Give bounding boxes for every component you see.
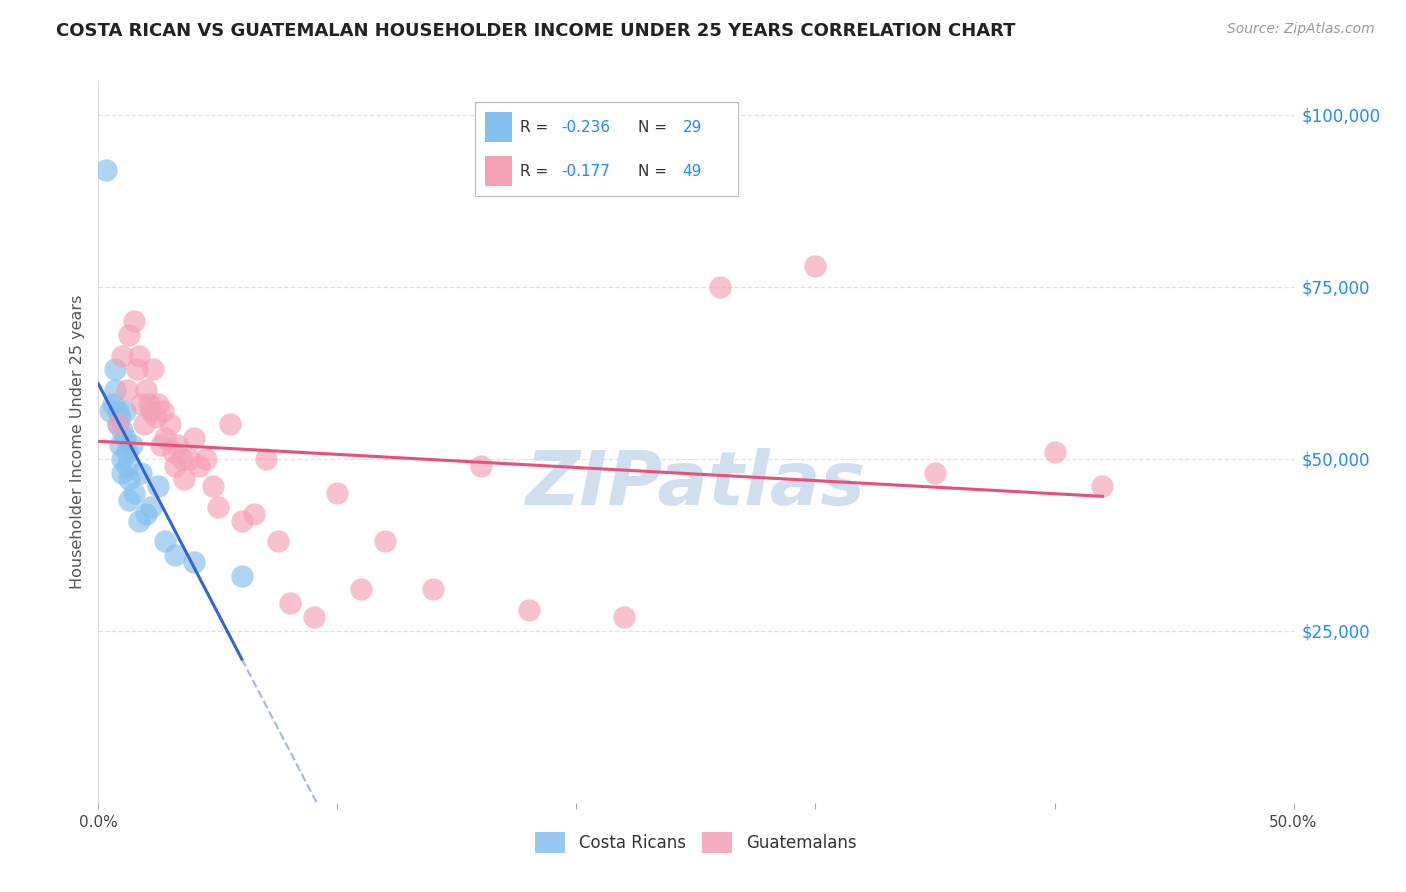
Point — [111, 466, 134, 480]
Point — [326, 486, 349, 500]
Point — [1091, 479, 1114, 493]
Point — [128, 514, 150, 528]
Point — [155, 534, 177, 549]
Point — [231, 514, 253, 528]
Legend: Costa Ricans, Guatemalans: Costa Ricans, Guatemalans — [529, 826, 863, 860]
Point — [115, 383, 138, 397]
Point — [267, 534, 290, 549]
Point — [132, 417, 155, 432]
Point — [104, 362, 127, 376]
Point — [470, 458, 492, 473]
Point — [162, 445, 184, 459]
Point — [131, 466, 153, 480]
Point — [172, 451, 194, 466]
Point — [104, 383, 127, 397]
Text: Source: ZipAtlas.com: Source: ZipAtlas.com — [1227, 22, 1375, 37]
Point — [149, 438, 172, 452]
Point — [107, 403, 129, 417]
Point — [118, 472, 141, 486]
Point — [173, 472, 195, 486]
Point — [118, 493, 141, 508]
Y-axis label: Householder Income Under 25 years: Householder Income Under 25 years — [70, 294, 86, 589]
Point — [101, 397, 124, 411]
Point — [207, 500, 229, 514]
Point — [115, 445, 138, 459]
Point — [517, 603, 540, 617]
Point — [98, 403, 122, 417]
Point — [195, 451, 218, 466]
Point — [118, 327, 141, 342]
Point — [163, 458, 186, 473]
Point — [183, 431, 205, 445]
Point — [709, 279, 731, 293]
Text: ZIPatlas: ZIPatlas — [526, 449, 866, 522]
Point — [254, 451, 277, 466]
Point — [183, 555, 205, 569]
Point — [111, 349, 134, 363]
Point — [202, 479, 225, 493]
Point — [108, 410, 131, 425]
Point — [128, 349, 150, 363]
Point — [124, 314, 146, 328]
Point — [187, 458, 209, 473]
Point — [115, 458, 138, 473]
Point — [135, 507, 157, 521]
Point — [231, 568, 253, 582]
Point — [135, 383, 157, 397]
Point — [924, 466, 946, 480]
Point — [111, 451, 134, 466]
Point — [148, 479, 170, 493]
Point — [124, 486, 146, 500]
Point — [111, 424, 134, 438]
Point — [613, 610, 636, 624]
Point — [166, 438, 188, 452]
Point — [179, 451, 201, 466]
Point — [219, 417, 242, 432]
Point — [139, 500, 162, 514]
Point — [94, 162, 117, 177]
Point — [155, 431, 177, 445]
Point — [159, 417, 181, 432]
Point — [1043, 445, 1066, 459]
Point — [278, 596, 301, 610]
Text: COSTA RICAN VS GUATEMALAN HOUSEHOLDER INCOME UNDER 25 YEARS CORRELATION CHART: COSTA RICAN VS GUATEMALAN HOUSEHOLDER IN… — [56, 22, 1015, 40]
Point — [125, 362, 148, 376]
Point — [422, 582, 444, 597]
Point — [163, 548, 186, 562]
Point — [121, 438, 143, 452]
Point — [131, 397, 153, 411]
Point — [804, 259, 827, 273]
Point — [107, 417, 129, 432]
Point — [139, 403, 162, 417]
Point — [374, 534, 396, 549]
Point — [114, 431, 136, 445]
Point — [138, 397, 160, 411]
Point — [107, 417, 129, 432]
Point — [350, 582, 373, 597]
Point — [114, 403, 136, 417]
Point — [108, 438, 131, 452]
Point — [145, 410, 167, 425]
Point — [302, 610, 325, 624]
Point — [142, 362, 165, 376]
Point — [243, 507, 266, 521]
Point — [148, 397, 170, 411]
Point — [152, 403, 174, 417]
